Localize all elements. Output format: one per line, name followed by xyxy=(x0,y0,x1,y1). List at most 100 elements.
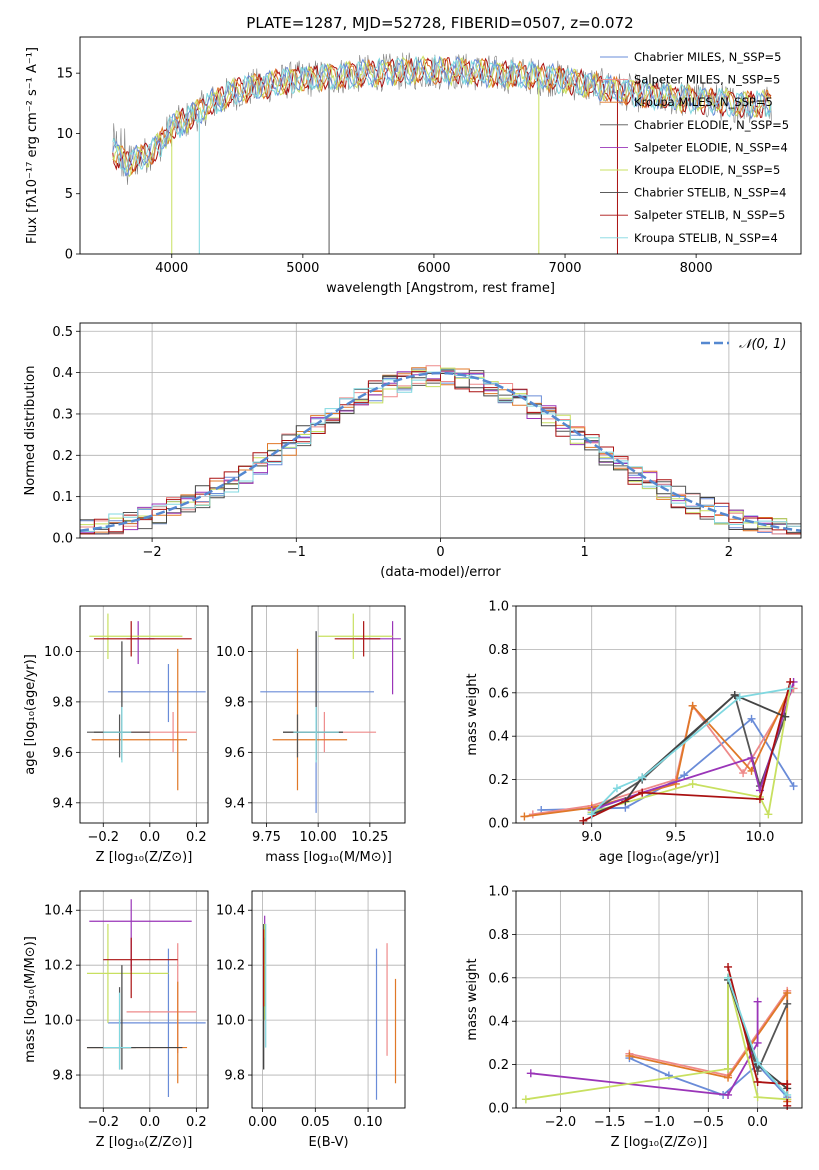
histogram-salpeter_miles xyxy=(80,365,801,535)
y-tick-label: 1.0 xyxy=(488,885,509,900)
mass-weight-point xyxy=(783,1101,792,1110)
y-tick-label: 0.2 xyxy=(488,773,509,788)
x-tick-label: −2 xyxy=(143,545,162,560)
errorbar-kroupa_elodie xyxy=(318,613,393,659)
legend-label: 𝒩(0, 1) xyxy=(739,337,786,352)
mass-weight-point xyxy=(587,810,596,819)
x-tick-label: 10.0 xyxy=(745,830,774,845)
panel-mass-vs-Z: −0.2 0.0 0.2 9.8 10.0 10.2 10.4 Z [log₁₀(Z/Z⊙)]… xyxy=(23,890,209,1150)
errorbar-chabrier_stelib xyxy=(86,965,183,1070)
mass-weight-point xyxy=(521,1095,530,1104)
panel-age-vs-mass: 9.75 10.00 10.25 9.4 9.6 9.8 10.0 mass [log₁₀(M… xyxy=(216,605,406,865)
y-tick-label: 0.3 xyxy=(52,407,73,422)
axes-frame xyxy=(79,322,802,539)
y-tick-label: 0.0 xyxy=(52,532,73,547)
y-tick-label: 9.8 xyxy=(52,1069,73,1084)
mass-weight-point xyxy=(783,999,792,1008)
gaussian-reference-line xyxy=(79,371,802,533)
x-axis-label: E(B-V) xyxy=(308,1135,348,1150)
errorbar-kroupa_stelib xyxy=(293,706,339,763)
x-tick-label: 6000 xyxy=(417,261,450,276)
y-tick-label: 10.0 xyxy=(216,1014,245,1029)
x-tick-label: 0.05 xyxy=(301,1115,330,1130)
errorbar-chabrier_miles xyxy=(107,664,206,723)
mass-weight-point xyxy=(638,773,647,782)
mass-weight-point xyxy=(764,810,773,819)
plot-area xyxy=(520,677,798,825)
mass-weight-point xyxy=(730,690,739,699)
x-tick-label: 7000 xyxy=(548,261,581,276)
x-tick-label: 8000 xyxy=(680,261,713,276)
y-tick-label: 1.0 xyxy=(488,600,509,615)
mass-weight-point xyxy=(753,1058,762,1067)
y-tick-label: 0.2 xyxy=(488,1058,509,1073)
y-axis-label: mass [log₁₀(M/M⊙)] xyxy=(23,936,38,1063)
spectrum-model-line-kroupa_elodie xyxy=(112,55,772,178)
y-tick-label: 0 xyxy=(65,248,73,263)
mass-weight-point xyxy=(688,701,697,710)
panel-mass-vs-ebv: 0.00 0.05 0.10 9.8 10.0 10.2 10.4 E(B-V) xyxy=(216,890,406,1150)
y-tick-label: 9.6 xyxy=(52,746,73,761)
mass-weight-point xyxy=(747,714,756,723)
mass-weight-point xyxy=(755,795,764,804)
y-tick-label: 0.1 xyxy=(52,490,73,505)
y-axis-label: age [log₁₀(age/yr)] xyxy=(23,654,38,775)
y-tick-label: 15 xyxy=(56,67,73,82)
x-axis-label: age [log₁₀(age/yr)] xyxy=(599,850,720,865)
y-tick-label: 0.5 xyxy=(52,325,73,340)
y-tick-label: 9.4 xyxy=(52,796,73,811)
legend-label: Salpeter STELIB, N_SSP=5 xyxy=(634,208,785,222)
x-tick-label: 0.2 xyxy=(186,1115,207,1130)
x-tick-label: 0.10 xyxy=(354,1115,383,1130)
mass-weight-point xyxy=(612,784,621,793)
axes-frame xyxy=(251,605,406,824)
mass-weight-point xyxy=(638,788,647,797)
x-tick-label: −2.0 xyxy=(545,1115,577,1130)
mass-weight-point xyxy=(724,973,733,982)
y-tick-label: 10.0 xyxy=(44,1014,73,1029)
x-tick-label: 0.00 xyxy=(248,1115,277,1130)
x-tick-label: 2 xyxy=(725,545,733,560)
x-tick-label: −0.2 xyxy=(87,1115,119,1130)
y-tick-label: 10.4 xyxy=(216,904,245,919)
mass-weight-point xyxy=(724,1090,733,1099)
axes-frame xyxy=(251,890,406,1109)
plot-area xyxy=(112,52,772,254)
panel-spectrum: 4000 5000 6000 7000 8000 0 5 10 15 wavelength [An… xyxy=(25,36,802,296)
x-tick-label: 10.25 xyxy=(351,830,388,845)
x-tick-label: 9.5 xyxy=(665,830,686,845)
axes-frame xyxy=(515,605,803,824)
mass-weight-point xyxy=(526,1069,535,1078)
x-tick-label: 1 xyxy=(581,545,589,560)
mass-weight-point xyxy=(753,1077,762,1086)
mass-weight-point xyxy=(753,997,762,1006)
y-axis-label: Flux [fλ10⁻¹⁷ erg cm⁻² s⁻¹ A⁻¹] xyxy=(25,47,40,244)
mass-weight-point xyxy=(783,1080,792,1089)
y-tick-label: 5 xyxy=(65,187,73,202)
y-tick-label: 0.0 xyxy=(488,1102,509,1117)
plot-area xyxy=(260,613,401,813)
x-tick-label: −0.2 xyxy=(87,830,119,845)
y-tick-label: 10 xyxy=(56,127,73,142)
mass-weight-point xyxy=(625,1051,634,1060)
mass-weight-point xyxy=(786,684,795,693)
y-tick-label: 0.2 xyxy=(52,449,73,464)
y-tick-label: 0.8 xyxy=(488,643,509,658)
mass-weight-point xyxy=(724,1073,733,1082)
y-axis-label: mass weight xyxy=(465,673,480,755)
legend-label: Chabrier STELIB, N_SSP=4 xyxy=(634,186,786,200)
x-tick-label: −1.5 xyxy=(594,1115,626,1130)
mass-weight-point xyxy=(735,693,744,702)
panel-residuals: −2 −1 0 1 2 0.0 0.1 0.2 0.3 0.4 0.5 (data-model)/er… xyxy=(23,322,802,580)
mass-weight-point xyxy=(520,812,529,821)
y-tick-label: 9.8 xyxy=(224,695,245,710)
y-tick-label: 0.4 xyxy=(52,366,73,381)
x-tick-label: 0 xyxy=(436,545,444,560)
legend-label: Kroupa MILES, N_SSP=5 xyxy=(634,95,773,109)
mass-weight-point xyxy=(753,1093,762,1102)
plot-area xyxy=(86,613,206,791)
panel-mass-weight-vs-age: 9.0 9.5 10.0 0.0 0.2 0.4 0.6 0.8 1.0 age [log₁₀(a… xyxy=(465,600,803,865)
x-tick-label: 0.0 xyxy=(139,1115,160,1130)
